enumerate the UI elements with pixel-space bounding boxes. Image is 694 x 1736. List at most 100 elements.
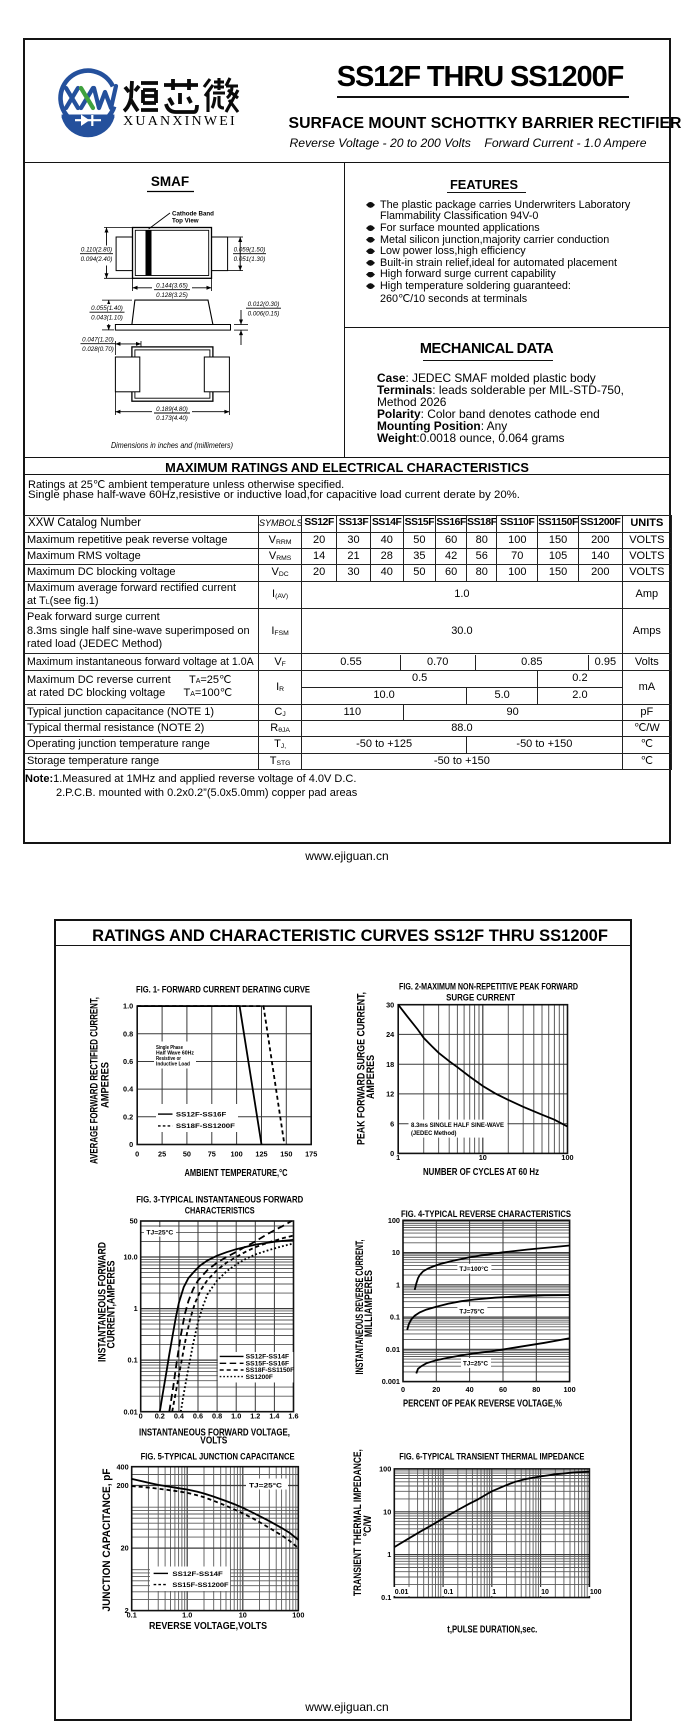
svg-text:AMBIENT TEMPERATURE,°C: AMBIENT TEMPERATURE,°C [185,1168,288,1179]
svg-text:125: 125 [255,1149,267,1158]
svg-text:CHARACTERISTICS: CHARACTERISTICS [185,1206,255,1217]
svg-text:10.0: 10.0 [123,1253,137,1262]
svg-text:0.01: 0.01 [123,1407,137,1416]
svg-text:(JEDEC Method): (JEDEC Method) [411,1130,457,1137]
svg-text:0.189(4.80): 0.189(4.80) [156,406,188,413]
svg-text:0: 0 [129,1140,133,1149]
svg-text:0.2: 0.2 [155,1412,165,1421]
svg-text:2: 2 [125,1606,129,1615]
svg-text:PEAK FORWARD SURGE CURRENT,: PEAK FORWARD SURGE CURRENT, [356,992,368,1145]
svg-text:0.4: 0.4 [174,1412,185,1421]
svg-text:SMAF: SMAF [151,174,189,189]
svg-text:FIG. 4-TYPICAL REVERSE CHARACT: FIG. 4-TYPICAL REVERSE CHARACTERISTICS [401,1209,571,1220]
svg-text:INSTANTANEOUS FORWARD VOLTAGE,: INSTANTANEOUS FORWARD VOLTAGE, [139,1427,290,1438]
svg-text:1.0: 1.0 [182,1611,192,1620]
svg-text:Half Wave 60Hz: Half Wave 60Hz [156,1050,194,1056]
svg-text:0: 0 [135,1149,139,1158]
svg-text:0.043(1.10): 0.043(1.10) [91,314,123,321]
svg-text:10: 10 [541,1589,549,1596]
svg-text:10: 10 [392,1248,400,1257]
svg-text:175: 175 [305,1149,317,1158]
svg-text:SS12F-SS14F: SS12F-SS14F [172,1571,222,1578]
svg-text:INSTANTANEOUS FORWARD: INSTANTANEOUS FORWARD [97,1242,109,1362]
svg-text:0.055(1.40): 0.055(1.40) [91,305,123,312]
svg-text:1.4: 1.4 [269,1412,280,1421]
svg-text:100: 100 [292,1611,304,1620]
svg-text:Inductive Load: Inductive Load [156,1061,190,1067]
svg-text:TJ=25°C: TJ=25°C [146,1228,173,1236]
svg-text:0.6: 0.6 [193,1412,203,1421]
svg-text:MILLIAMPERES: MILLIAMPERES [363,1270,375,1337]
svg-text:AMPERES: AMPERES [365,1055,377,1099]
svg-text:SS15F-SS16F: SS15F-SS16F [246,1361,290,1368]
svg-text:AVERAGE FORWARD RECTIFIED CURR: AVERAGE FORWARD RECTIFIED CURRENT, [89,997,101,1164]
svg-text:0.1: 0.1 [444,1589,454,1596]
svg-text:0.4: 0.4 [123,1085,134,1094]
svg-text:200: 200 [117,1481,129,1490]
svg-text:SS15F-SS1200F: SS15F-SS1200F [172,1582,228,1589]
svg-text:400: 400 [117,1462,129,1471]
svg-text:0.001: 0.001 [382,1377,400,1386]
svg-text:SS18F-SS1200F: SS18F-SS1200F [176,1123,235,1130]
svg-text:20: 20 [432,1385,440,1394]
svg-text:FIG. 5-TYPICAL JUNCTION CAPACI: FIG. 5-TYPICAL JUNCTION CAPACITANCE [141,1452,295,1463]
svg-text:0.2: 0.2 [123,1112,133,1121]
svg-text:0.1: 0.1 [127,1611,137,1620]
svg-text:0.8: 0.8 [123,1029,133,1038]
svg-text:1: 1 [396,1280,400,1289]
svg-text:1: 1 [396,1153,400,1162]
svg-text:0: 0 [139,1412,143,1421]
svg-text:1.0: 1.0 [231,1412,241,1421]
svg-text:100: 100 [561,1153,573,1162]
svg-text:0.047(1.20): 0.047(1.20) [82,337,114,344]
svg-text:0.6: 0.6 [123,1057,133,1066]
svg-text:0.173(4.40): 0.173(4.40) [156,415,188,422]
svg-text:60: 60 [499,1385,507,1394]
svg-text:40: 40 [466,1385,474,1394]
svg-text:0: 0 [401,1385,405,1394]
svg-text:8.3ms SINGLE HALF SINE-WAVE: 8.3ms SINGLE HALF SINE-WAVE [411,1122,505,1129]
svg-text:0.8: 0.8 [212,1412,222,1421]
svg-text:TRANSIENT THERMAL IMPEDANCE,: TRANSIENT THERMAL IMPEDANCE, [352,1449,364,1596]
svg-text:TJ=100°C: TJ=100°C [459,1265,488,1273]
svg-text:1.0: 1.0 [123,1002,133,1011]
svg-text:Single Phase: Single Phase [156,1045,184,1051]
svg-text:°C/W: °C/W [362,1515,374,1536]
svg-text:1.2: 1.2 [250,1412,260,1421]
svg-text:100: 100 [564,1385,576,1394]
svg-text:Top View: Top View [172,218,199,225]
svg-text:10: 10 [479,1153,487,1162]
svg-text:FIG. 3-TYPICAL INSTANTANEOUS F: FIG. 3-TYPICAL INSTANTANEOUS FORWARD [136,1195,303,1206]
svg-text:0.01: 0.01 [395,1589,409,1596]
svg-text:0.1: 0.1 [390,1313,400,1322]
svg-text:0.028(0.70): 0.028(0.70) [82,346,114,353]
svg-text:50: 50 [183,1149,191,1158]
svg-text:0: 0 [390,1149,394,1158]
svg-text:FIG. 2-MAXIMUM NON-REPETITIVE: FIG. 2-MAXIMUM NON-REPETITIVE PEAK FORWA… [399,982,578,993]
svg-text:0.1: 0.1 [128,1356,138,1365]
svg-text:100: 100 [388,1216,400,1225]
svg-text:SS18F-SS1150F: SS18F-SS1150F [246,1367,294,1374]
svg-text:24: 24 [386,1030,395,1039]
svg-text:0.051(1.30): 0.051(1.30) [234,256,266,263]
svg-text:FIG. 1- FORWARD CURRENT DERATI: FIG. 1- FORWARD CURRENT DERATING CURVE [136,985,310,996]
svg-text:CURRENT,AMPERES: CURRENT,AMPERES [106,1260,118,1348]
svg-text:Dimensions in inches and (mill: Dimensions in inches and (millimeters) [111,440,233,450]
svg-text:0.1: 0.1 [381,1593,391,1602]
svg-text:INSTANTANEOUS REVERSE CURRENT,: INSTANTANEOUS REVERSE CURRENT, [354,1240,366,1375]
svg-text:100: 100 [590,1589,602,1596]
svg-text:30: 30 [386,1000,394,1009]
svg-text:1.6: 1.6 [288,1412,298,1421]
svg-text:0.012(0.30): 0.012(0.30) [248,301,280,308]
svg-text:1: 1 [134,1304,138,1313]
svg-text:PERCENT OF PEAK REVERSE VOLTAG: PERCENT OF PEAK REVERSE VOLTAGE,% [403,1399,562,1410]
svg-text:1: 1 [492,1589,496,1596]
svg-text:150: 150 [280,1149,292,1158]
svg-text:0.110(2.80): 0.110(2.80) [81,247,112,254]
svg-text:VOLTS: VOLTS [200,1436,227,1447]
svg-text:18: 18 [386,1060,394,1069]
svg-text:TJ=25°C: TJ=25°C [249,1482,282,1490]
svg-text:SURGE CURRENT: SURGE CURRENT [446,993,515,1004]
svg-text:12: 12 [386,1090,394,1099]
svg-text:10: 10 [383,1507,391,1516]
